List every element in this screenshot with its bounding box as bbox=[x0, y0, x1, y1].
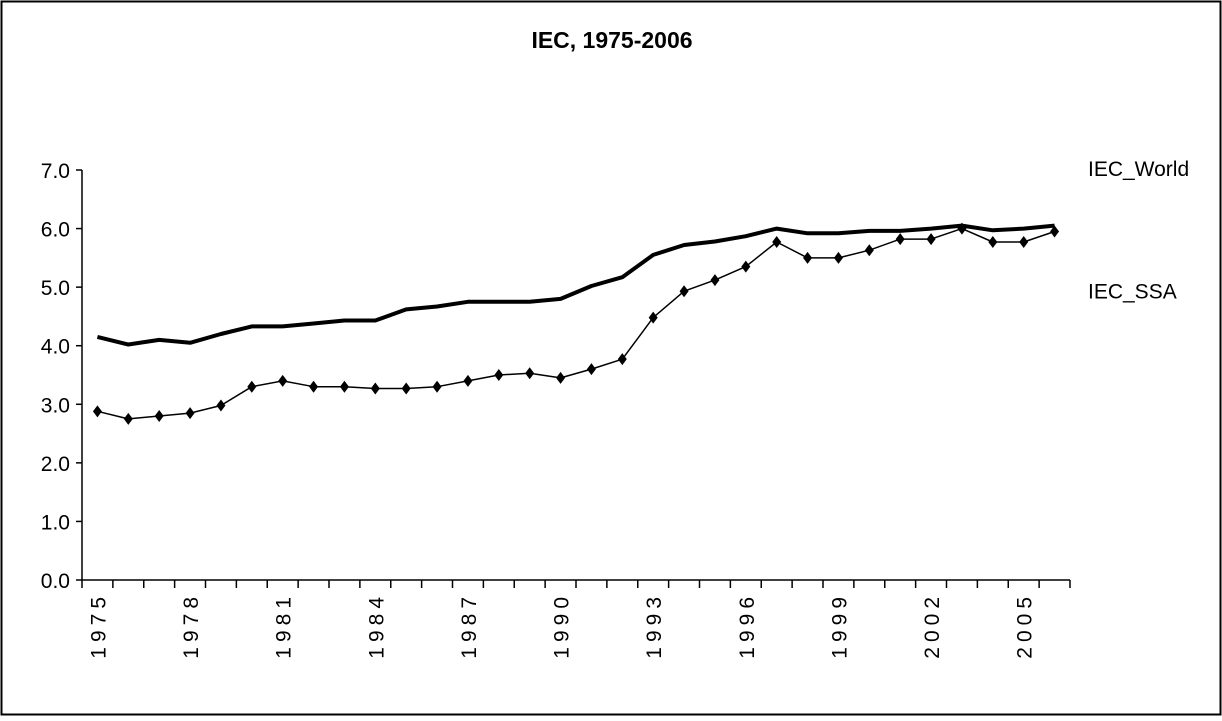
series-line bbox=[97, 227, 1055, 420]
data-point bbox=[648, 311, 658, 324]
x-tick-label: 1975 bbox=[87, 592, 110, 659]
x-tick-label: 1996 bbox=[736, 592, 759, 659]
data-point bbox=[463, 374, 473, 387]
data-point bbox=[247, 380, 257, 393]
data-point bbox=[92, 405, 102, 418]
data-point bbox=[525, 367, 535, 380]
data-point bbox=[401, 382, 411, 395]
y-tick-label: 3.0 bbox=[41, 394, 70, 417]
x-tick-label: 1984 bbox=[365, 592, 388, 659]
data-point bbox=[895, 233, 905, 246]
data-point bbox=[741, 260, 751, 273]
y-tick-label: 7.0 bbox=[41, 160, 70, 183]
data-point bbox=[679, 285, 689, 298]
data-point bbox=[957, 222, 967, 235]
data-point bbox=[803, 251, 813, 264]
data-point bbox=[216, 399, 226, 412]
data-point bbox=[370, 382, 380, 395]
x-tick-label: 2005 bbox=[1014, 592, 1037, 659]
data-point bbox=[926, 233, 936, 246]
data-point bbox=[309, 380, 319, 393]
x-tick-label: 2002 bbox=[921, 592, 944, 659]
y-tick-label: 6.0 bbox=[41, 219, 70, 242]
data-point bbox=[586, 363, 596, 376]
data-point bbox=[617, 353, 627, 366]
y-tick-label: 4.0 bbox=[41, 336, 70, 359]
data-point bbox=[432, 380, 442, 393]
y-tick-label: 2.0 bbox=[41, 453, 70, 476]
data-point bbox=[185, 407, 195, 420]
x-tick-label: 1993 bbox=[643, 592, 666, 659]
data-point bbox=[710, 274, 720, 287]
x-tick-label: 1999 bbox=[828, 592, 851, 659]
data-point bbox=[772, 236, 782, 249]
data-point bbox=[864, 244, 874, 257]
chart-title: IEC, 1975-2006 bbox=[531, 27, 692, 53]
data-point bbox=[1019, 236, 1029, 249]
data-point bbox=[1050, 225, 1060, 238]
data-point bbox=[833, 251, 843, 264]
y-tick-label: 1.0 bbox=[41, 511, 70, 534]
x-tick-label: 1978 bbox=[180, 592, 203, 659]
y-tick-label: 5.0 bbox=[41, 277, 70, 300]
y-tick-label: 0.0 bbox=[41, 570, 70, 593]
data-point bbox=[278, 374, 288, 387]
series-label: IEC_SSA bbox=[1088, 281, 1177, 304]
series-label: IEC_World bbox=[1088, 158, 1189, 181]
data-point bbox=[556, 371, 566, 384]
data-point bbox=[988, 236, 998, 249]
data-point bbox=[339, 380, 349, 393]
series-line bbox=[96, 223, 1055, 347]
data-point bbox=[123, 412, 133, 425]
data-point bbox=[154, 410, 164, 422]
data-point bbox=[494, 369, 504, 381]
x-tick-label: 1981 bbox=[273, 592, 296, 659]
x-tick-label: 1987 bbox=[458, 592, 481, 659]
x-tick-label: 1990 bbox=[551, 592, 574, 659]
